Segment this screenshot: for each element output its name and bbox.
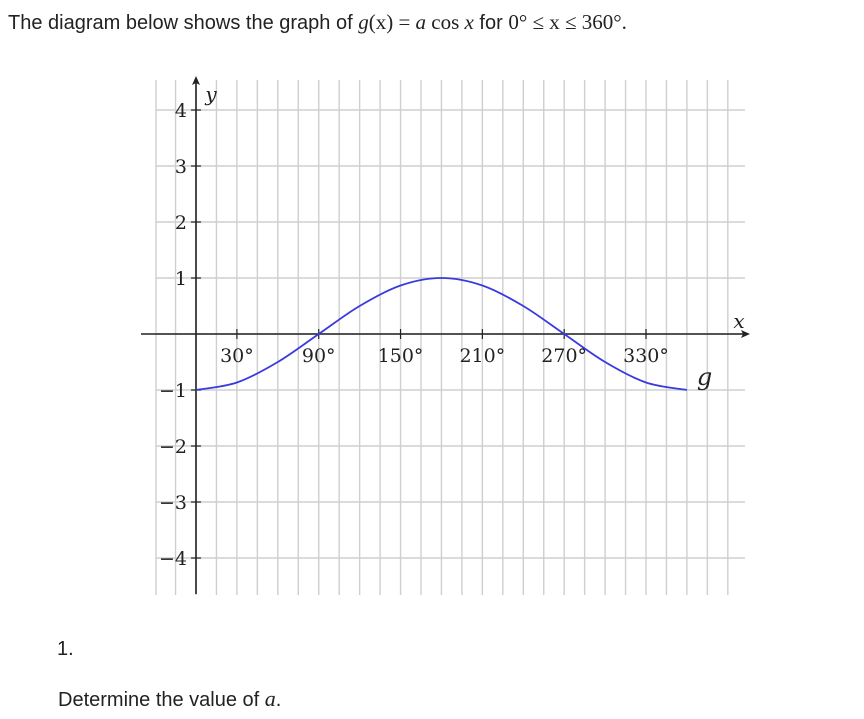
x-tick-label: 270°: [541, 345, 587, 367]
function-argument: (x): [368, 10, 394, 34]
x-tick-label: 150°: [378, 345, 424, 367]
y-tick-label: −4: [159, 548, 187, 570]
y-tick-label: 4: [175, 100, 187, 122]
intro-text: The diagram below shows the graph of: [8, 12, 359, 34]
y-tick-label: −3: [159, 492, 187, 514]
y-axis-label: y: [204, 82, 217, 106]
x-tick-label: 210°: [459, 345, 505, 367]
axes: [141, 76, 750, 594]
variable-x: x: [464, 10, 474, 34]
x-axis-label: x: [733, 309, 744, 333]
domain-expression: 0° ≤ x ≤ 360°.: [508, 10, 627, 34]
y-axis-arrow: [192, 76, 200, 85]
intro-sentence: The diagram below shows the graph of g(x…: [8, 10, 627, 35]
y-tick-label: 2: [175, 212, 187, 234]
series-line-g: [195, 277, 688, 391]
y-tick-label: 3: [175, 156, 187, 178]
y-tick-label: −2: [159, 436, 187, 458]
for-word: for: [473, 12, 509, 34]
x-axis-arrow: [741, 330, 750, 338]
question-end: .: [275, 689, 282, 711]
y-tick-label: 1: [175, 268, 187, 290]
equals-sign: =: [393, 10, 416, 34]
series-label-g: g: [697, 363, 712, 391]
question-variable: a: [264, 686, 276, 711]
question-text: Determine the value of a.: [58, 686, 281, 712]
grid-lines: [155, 80, 745, 595]
function-expression: g(x) = a cos x: [358, 10, 474, 34]
cos-word: cos: [426, 10, 465, 34]
x-tick-label: 30°: [220, 345, 254, 367]
question-prompt: Determine the value of: [58, 689, 265, 711]
series-layer: [195, 277, 688, 391]
x-tick-label: 90°: [302, 345, 336, 367]
coefficient-a: a: [415, 10, 427, 34]
question-number: 1.: [57, 638, 74, 660]
function-name: g: [358, 10, 369, 34]
y-tick-label: −1: [159, 380, 187, 402]
tick-labels: 30° 90° 150° 210° 270° 330° −4 −3 −2 −1 1 2 3 4 x y g: [159, 82, 745, 570]
x-tick-label: 330°: [623, 345, 669, 367]
